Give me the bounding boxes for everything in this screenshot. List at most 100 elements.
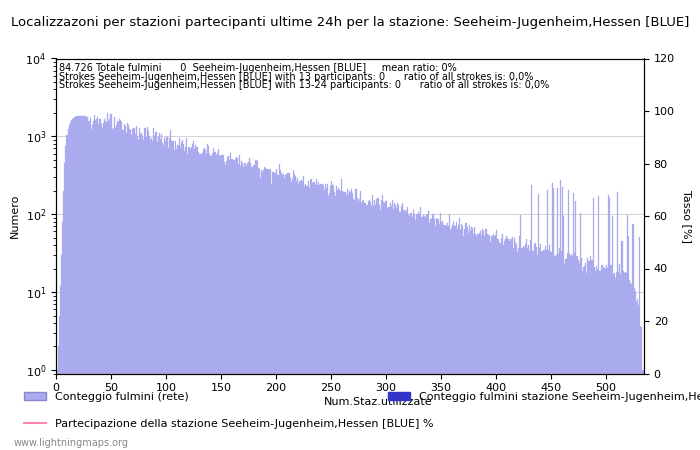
Bar [207,144,208,450]
Bar [339,190,340,450]
Bar [200,154,202,450]
Bar [107,113,108,450]
Bar [560,180,561,450]
Bar [564,264,566,450]
Bar [412,210,414,450]
Bar [159,133,160,450]
Bar [519,236,520,450]
Bar [479,233,480,450]
Bar [526,239,527,450]
Bar [88,121,90,450]
Bar [300,180,302,450]
Bar [354,200,356,450]
Bar [430,219,431,450]
Bar [575,201,576,450]
Bar [170,130,171,450]
Bar [83,116,84,450]
Bar [402,210,404,450]
Bar [520,215,522,450]
Bar [126,134,127,450]
Bar [60,286,61,450]
Bar [551,252,552,450]
Bar [290,182,292,450]
Bar [495,235,496,450]
Bar [591,260,592,450]
Bar [518,248,519,450]
Bar [335,196,336,450]
Bar [406,210,407,450]
Bar [73,118,74,450]
Bar [234,159,236,450]
Bar [328,196,329,450]
Bar [260,178,261,450]
Bar [208,146,209,450]
Bar [574,253,575,450]
Bar [398,205,400,450]
Bar [622,271,624,450]
Y-axis label: Tasso [%]: Tasso [%] [682,189,692,243]
Bar [96,119,97,450]
Bar [416,214,417,450]
Bar [288,173,290,450]
Y-axis label: Numero: Numero [10,194,20,238]
Bar [384,203,385,450]
Bar [172,141,173,450]
Bar [537,255,538,450]
Bar [496,230,497,450]
Text: Localizzazoni per stazioni partecipanti ultime 24h per la stazione: Seeheim-Juge: Localizzazoni per stazioni partecipanti … [10,16,690,29]
Bar [198,152,200,450]
Bar [147,127,148,450]
Bar [286,174,288,450]
Bar [115,128,116,450]
Bar [85,117,86,450]
Bar [606,266,607,450]
Bar [93,121,94,450]
Bar [372,195,373,450]
Bar [624,273,625,450]
Bar [515,242,516,450]
Bar [276,169,277,450]
Bar [215,152,216,450]
Bar [385,201,386,450]
Bar [481,235,482,450]
Bar [383,202,384,450]
Bar [512,248,514,450]
Bar [99,119,101,450]
Bar [636,302,637,450]
Bar [239,155,240,450]
Bar [342,191,344,450]
Bar [548,250,549,450]
Bar [171,141,172,450]
Bar [552,183,553,450]
Bar [336,186,337,450]
Bar [527,248,528,450]
Bar [223,162,225,450]
Bar [183,144,184,450]
Bar [458,218,460,450]
Bar [589,256,591,450]
Bar [363,200,364,450]
Bar [486,229,487,450]
Bar [615,278,616,450]
Bar [167,148,169,450]
Bar [78,116,80,450]
Bar [67,129,69,450]
Bar [103,123,104,450]
Bar [452,225,454,450]
Bar [292,179,293,450]
Bar [348,194,349,450]
Bar [352,193,354,450]
Bar [414,214,415,450]
Bar [332,185,333,450]
Bar [629,280,630,450]
Legend: Conteggio fulmini (rete): Conteggio fulmini (rete) [20,387,193,406]
Bar [470,230,471,450]
Bar [148,131,149,450]
Bar [71,121,72,450]
Bar [136,136,138,450]
Bar [637,299,638,450]
Bar [161,134,162,450]
Bar [218,149,219,450]
Bar [69,125,70,450]
Bar [132,129,134,450]
